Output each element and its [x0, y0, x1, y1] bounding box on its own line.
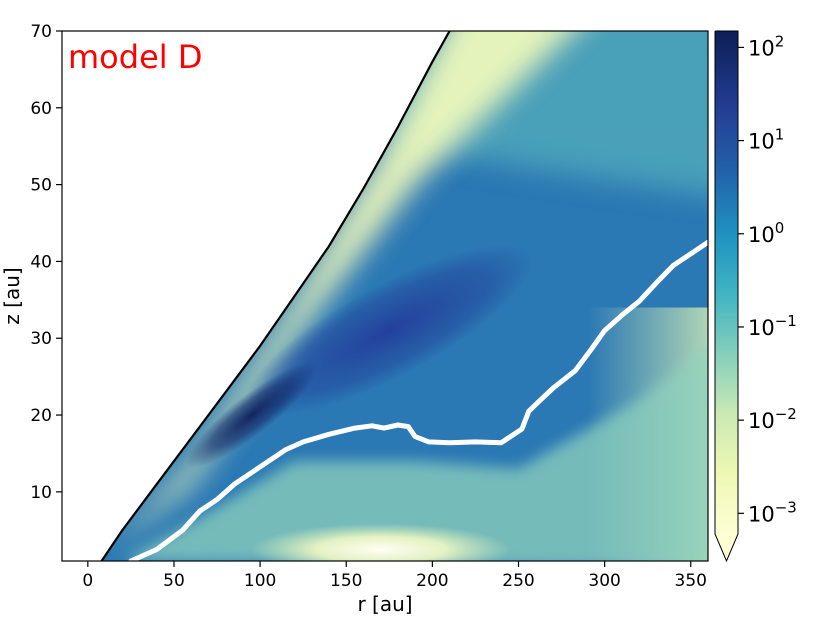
y-axis: 10 20 30 40 50 60 70	[30, 22, 62, 503]
colorbar-ticks: 102 101 100 10−1 10−2 10−3	[738, 32, 797, 526]
x-axis: 0 50 100 150 200 250 300 350	[82, 561, 707, 591]
y-tick-label: 60	[30, 99, 52, 119]
colorbar-outline	[714, 30, 739, 563]
y-tick-label: 20	[30, 406, 52, 426]
density-field	[101, 31, 708, 561]
y-tick-label: 50	[30, 176, 52, 196]
colorbar: 102 101 100 10−1 10−2 10−3	[714, 30, 797, 563]
colorbar-tick-label: 100	[748, 219, 784, 247]
y-tick-label: 10	[30, 483, 52, 503]
colorbar-tick-label: 10−2	[748, 405, 797, 433]
y-tick-label: 40	[30, 252, 52, 272]
x-tick-label: 50	[163, 571, 185, 591]
x-axis-label: r [au]	[357, 592, 412, 616]
colorbar-extend-min	[715, 534, 738, 561]
colorbar-tick-label: 101	[748, 126, 784, 154]
x-tick-label: 100	[244, 571, 276, 591]
plot-area	[62, 31, 708, 561]
field-dark-core	[185, 362, 318, 468]
boundary-curve	[100, 31, 451, 561]
x-tick-label: 0	[82, 571, 93, 591]
x-tick-label: 250	[502, 571, 534, 591]
y-tick-label: 70	[30, 22, 52, 42]
plot-frame	[61, 30, 709, 562]
white-contour	[128, 239, 708, 561]
colorbar-gradient	[715, 31, 738, 534]
field-lower-disk	[122, 338, 708, 561]
field-dark-band	[246, 245, 533, 416]
y-tick-label: 30	[30, 329, 52, 349]
x-tick-label: 200	[416, 571, 448, 591]
x-tick-label: 150	[330, 571, 362, 591]
colorbar-tick-label: 10−3	[748, 498, 797, 526]
panel-label: model D	[68, 38, 202, 76]
colorbar-tick-label: 102	[748, 32, 784, 60]
x-tick-label: 350	[675, 571, 707, 591]
field-midplane-glow	[250, 523, 511, 561]
y-axis-label: z [au]	[0, 267, 24, 324]
x-tick-label: 300	[588, 571, 620, 591]
colorbar-tick-label: 10−1	[748, 312, 797, 340]
